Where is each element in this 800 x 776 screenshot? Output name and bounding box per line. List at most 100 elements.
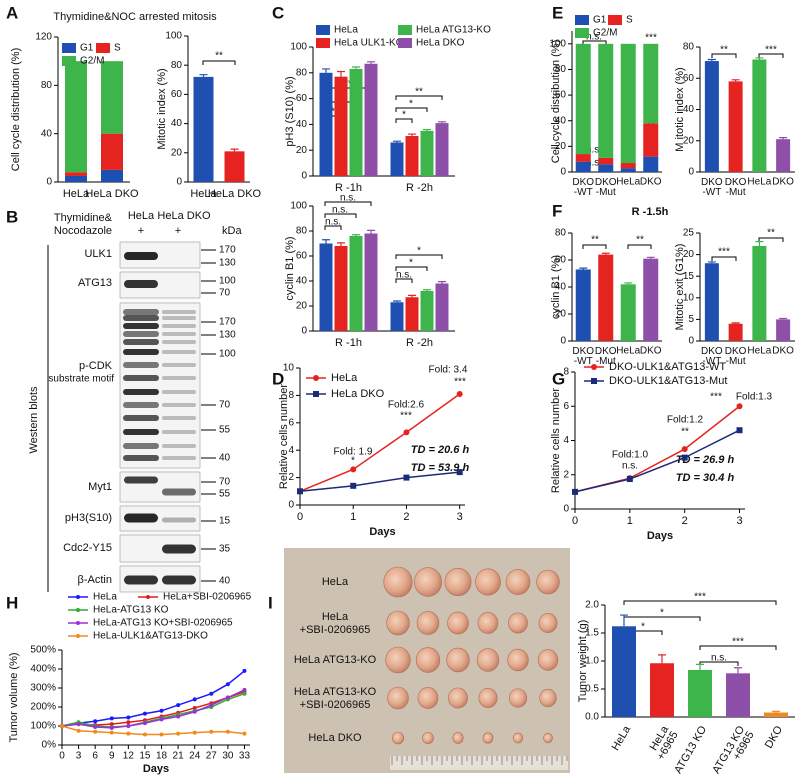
y-tick-label: 4 bbox=[563, 435, 569, 446]
marker-label: 35 bbox=[219, 544, 231, 555]
blot-band bbox=[162, 350, 196, 354]
x-tick-label: HeLa bbox=[63, 188, 90, 200]
y-tick-label: 60 bbox=[555, 255, 567, 266]
x-tick-label: ATG13 KO+6965 bbox=[710, 724, 757, 776]
y-tick-label: 80 bbox=[555, 64, 567, 75]
point bbox=[225, 682, 230, 687]
tumor bbox=[444, 567, 472, 597]
bar bbox=[334, 246, 348, 331]
blot-band bbox=[123, 339, 159, 345]
y-tick-label: 0 bbox=[288, 500, 294, 511]
annotation: TD = 26.9 h bbox=[676, 454, 735, 466]
error-bar bbox=[601, 252, 610, 255]
legend-label: HeLa bbox=[334, 25, 358, 36]
x-tick-label: HeLa bbox=[190, 188, 217, 200]
significance-bracket bbox=[395, 254, 443, 259]
point bbox=[93, 719, 98, 724]
marker-label: 40 bbox=[219, 453, 231, 464]
x-tick-label: 27 bbox=[206, 751, 218, 762]
blot-band bbox=[162, 316, 196, 320]
x-tick-label: R -1h bbox=[335, 337, 362, 349]
legend-label: G1 bbox=[80, 43, 94, 54]
error-bar bbox=[658, 654, 666, 664]
point bbox=[192, 709, 197, 714]
annotation: * bbox=[660, 608, 664, 619]
significance-bracket bbox=[395, 266, 428, 271]
legend-label: HeLa DKO bbox=[416, 38, 465, 49]
unit: kDa bbox=[222, 225, 242, 237]
bar-segment bbox=[65, 172, 87, 176]
legend-marker bbox=[313, 375, 319, 381]
point bbox=[109, 725, 114, 730]
y-tick-label: 0 bbox=[176, 177, 182, 188]
bar-segment bbox=[643, 156, 659, 172]
tumor bbox=[482, 732, 494, 744]
annotation: Fold:1.2 bbox=[667, 415, 704, 426]
point bbox=[142, 732, 147, 737]
annotation: * bbox=[409, 258, 413, 269]
panel-letter: D bbox=[272, 369, 284, 388]
error-bar bbox=[779, 317, 788, 320]
bar bbox=[319, 72, 333, 176]
x-axis-label: Days bbox=[143, 763, 169, 775]
legend-marker bbox=[76, 608, 80, 612]
annotation: n.s. bbox=[586, 145, 602, 156]
legend-label: G2/M bbox=[80, 56, 104, 67]
x-tick-label: DKO bbox=[772, 177, 794, 188]
annotation: ** bbox=[720, 45, 728, 56]
blot-band bbox=[124, 513, 158, 523]
lane-label: HeLa DKO bbox=[157, 210, 211, 222]
point bbox=[403, 429, 410, 436]
blot-header: Nocodazole bbox=[54, 225, 112, 237]
x-tick-label: DKO bbox=[772, 346, 794, 357]
panel-letter: I bbox=[268, 593, 273, 612]
error-bar bbox=[438, 281, 446, 284]
blot-band bbox=[162, 332, 196, 336]
blot-band bbox=[162, 324, 196, 328]
bar bbox=[752, 59, 767, 172]
x-tick-label: DKO -WT bbox=[701, 346, 723, 367]
tumor bbox=[478, 688, 498, 708]
legend-marker bbox=[146, 595, 150, 599]
panel-letter: E bbox=[552, 3, 563, 22]
y-tick-label: 10 bbox=[683, 292, 695, 303]
x-tick-label: HeLa+6965 bbox=[645, 723, 681, 762]
line bbox=[61, 725, 245, 736]
annotation: n.s. bbox=[396, 270, 412, 281]
y-axis-label: Cell cycle distribution (%) bbox=[550, 40, 562, 163]
x-tick-label: HeLa bbox=[616, 177, 640, 188]
tumor bbox=[475, 568, 501, 596]
y-tick-label: 80 bbox=[683, 42, 695, 53]
tumor bbox=[383, 566, 413, 598]
x-tick-label: HeLa bbox=[610, 723, 634, 753]
legend-label: DKO-ULK1&ATG13-Mut bbox=[609, 375, 727, 387]
point bbox=[76, 722, 81, 727]
point bbox=[126, 715, 131, 720]
point bbox=[242, 668, 247, 673]
point bbox=[76, 728, 81, 733]
blot-strip bbox=[119, 302, 201, 469]
significance-bracket bbox=[324, 201, 372, 206]
y-tick-label: 60 bbox=[296, 93, 308, 104]
chart-title: Thymidine&NOC arrested mitosis bbox=[53, 11, 217, 23]
bar bbox=[612, 626, 636, 717]
legend-label: HeLa DKO bbox=[331, 388, 385, 400]
y-tick-label: 60 bbox=[683, 73, 695, 84]
y-tick-label: 2 bbox=[288, 472, 294, 483]
y-tick-label: 20 bbox=[683, 135, 695, 146]
annotation: ** bbox=[681, 427, 689, 438]
legend-marker bbox=[591, 364, 597, 370]
y-tick-label: 20 bbox=[555, 141, 567, 152]
blot-row-label: Myt1 bbox=[88, 481, 112, 493]
x-tick-label: HeLa bbox=[747, 346, 771, 357]
x-tick-label: ATG13 KO bbox=[672, 724, 709, 776]
side-label: Western blots bbox=[28, 386, 40, 454]
annotation: ** bbox=[767, 228, 775, 239]
annotation: ** bbox=[415, 87, 423, 98]
blot-band bbox=[124, 252, 158, 260]
annotation: * bbox=[402, 110, 406, 121]
marker-label: 130 bbox=[219, 258, 236, 269]
point bbox=[225, 695, 230, 700]
y-tick-label: 0 bbox=[688, 167, 694, 178]
y-axis-label: Relative cells number bbox=[278, 384, 290, 489]
